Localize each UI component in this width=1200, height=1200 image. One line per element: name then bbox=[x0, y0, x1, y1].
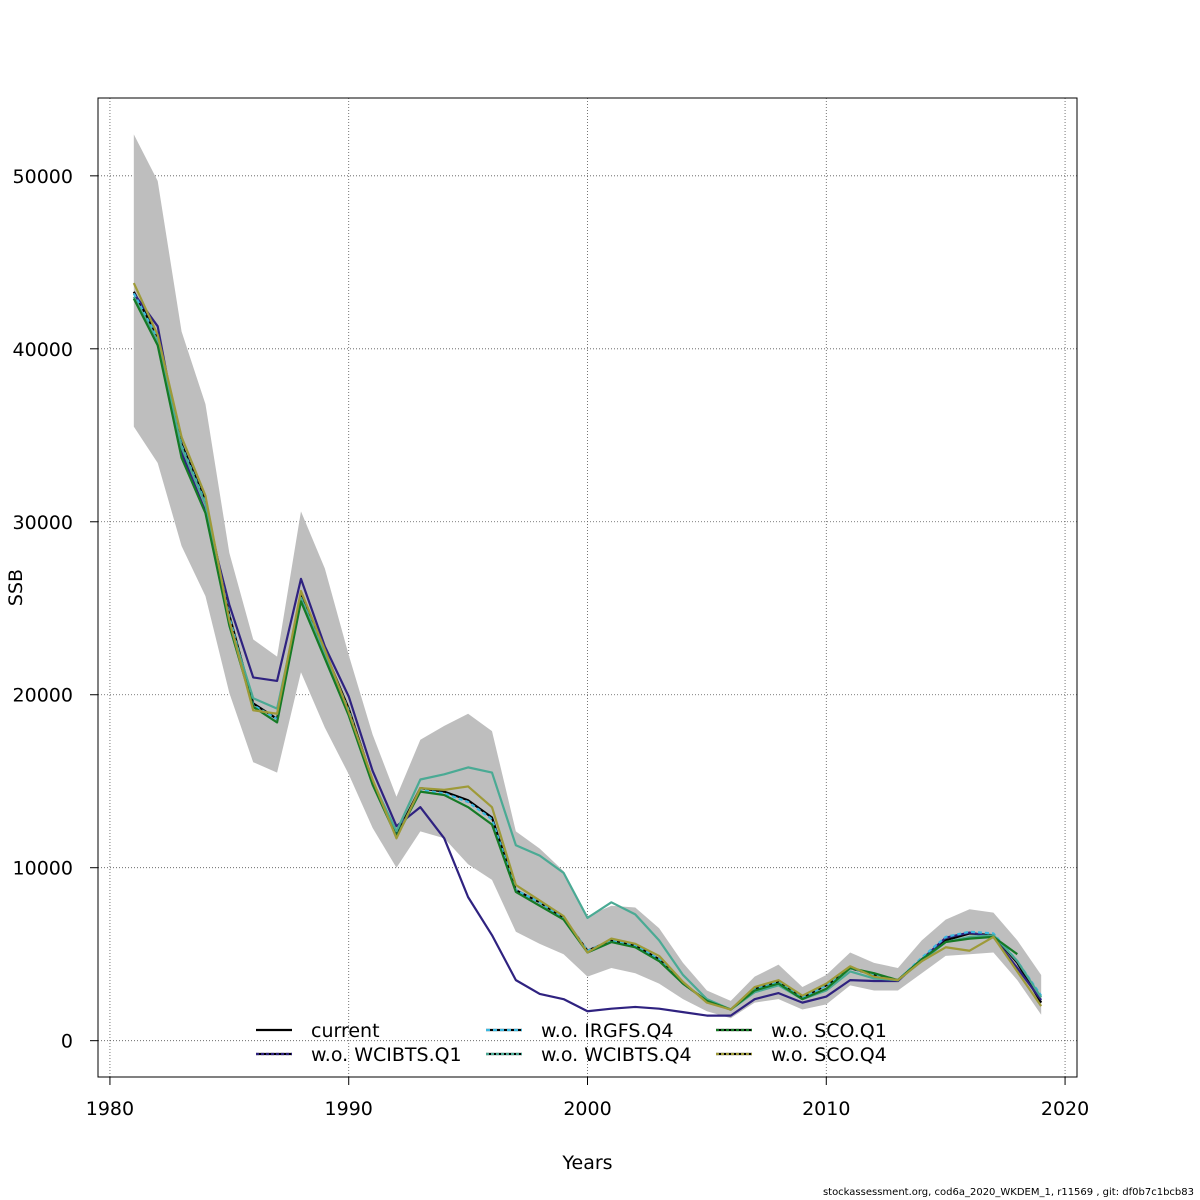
legend-label-4: w.o. SCO.Q1 bbox=[771, 1020, 887, 1042]
legend-label-3: w.o. WCIBTS.Q4 bbox=[541, 1044, 692, 1066]
series-line-5 bbox=[132, 282, 1043, 1011]
x-tick-label-2000: 2000 bbox=[563, 1098, 611, 1120]
y-tick-label-30000: 30000 bbox=[13, 512, 73, 534]
x-tick-label-1980: 1980 bbox=[86, 1098, 134, 1120]
footer-source-text: stockassessment.org, cod6a_2020_WKDEM_1,… bbox=[822, 1187, 1194, 1198]
x-axis: 1980 1990 2000 2010 2020 bbox=[86, 1076, 1089, 1120]
legend-label-1: w.o. WCIBTS.Q1 bbox=[311, 1044, 462, 1066]
x-tick-label-2010: 2010 bbox=[802, 1098, 850, 1120]
series-line-1 bbox=[132, 292, 1043, 1017]
y-axis: 0 10000 20000 30000 40000 50000 bbox=[13, 166, 98, 1053]
y-tick-label-20000: 20000 bbox=[13, 685, 73, 707]
y-axis-title: SSB bbox=[5, 569, 27, 606]
y-tick-label-50000: 50000 bbox=[13, 166, 73, 188]
legend-label-0: current bbox=[311, 1020, 380, 1042]
y-tick-label-0: 0 bbox=[61, 1031, 73, 1053]
grid-lines bbox=[98, 98, 1077, 1077]
x-axis-title: Years bbox=[561, 1152, 612, 1174]
legend-label-2: w.o. IRGFS.Q4 bbox=[541, 1020, 673, 1042]
x-tick-label-1990: 1990 bbox=[325, 1098, 373, 1120]
confidence-band bbox=[133, 134, 1042, 1019]
y-tick-label-40000: 40000 bbox=[13, 339, 73, 361]
series-lines bbox=[132, 282, 1043, 1017]
legend-label-5: w.o. SCO.Q4 bbox=[771, 1044, 887, 1066]
x-tick-label-2020: 2020 bbox=[1041, 1098, 1089, 1120]
confidence-band-area bbox=[133, 134, 1042, 1019]
y-tick-label-10000: 10000 bbox=[13, 858, 73, 880]
